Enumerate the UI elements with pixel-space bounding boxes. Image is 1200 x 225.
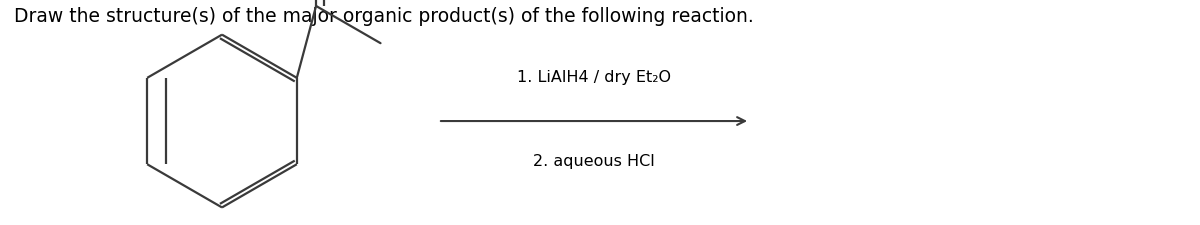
Text: Draw the structure(s) of the major organic product(s) of the following reaction.: Draw the structure(s) of the major organ…	[14, 7, 754, 26]
Text: 2. aqueous HCl: 2. aqueous HCl	[533, 153, 655, 168]
Text: 1. LiAlH4 / dry Et₂O: 1. LiAlH4 / dry Et₂O	[517, 70, 671, 85]
